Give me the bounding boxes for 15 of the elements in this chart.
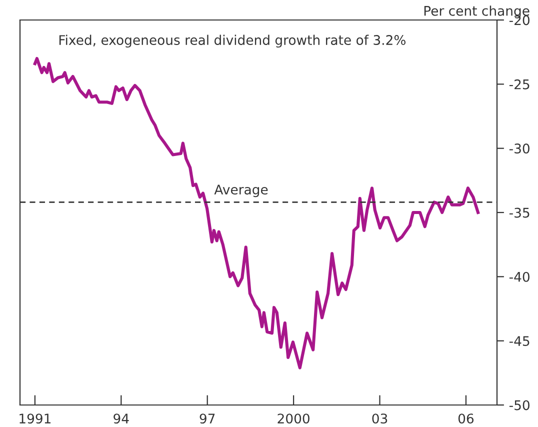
y-tick-label: -25 [509, 79, 530, 90]
x-tick-label: 03 [372, 414, 388, 424]
x-tick-label: 97 [200, 414, 215, 424]
y-tick-label: -35 [509, 208, 530, 218]
x-tick-label: 1991 [20, 414, 51, 424]
x-tick-label: 06 [458, 414, 474, 424]
y-tick-label: -50 [509, 400, 530, 410]
annotation: Fixed, exogeneous real dividend growth rate of 3.2% [59, 34, 406, 48]
y-tick-label: -30 [509, 144, 530, 154]
x-tick-label: 2000 [278, 414, 310, 424]
y-tick-label: -40 [509, 272, 530, 282]
ref-line-label: Average [214, 184, 268, 198]
x-tick-label: 94 [114, 414, 129, 424]
line-series [33, 56, 480, 370]
y-tick-label: -45 [509, 336, 530, 346]
